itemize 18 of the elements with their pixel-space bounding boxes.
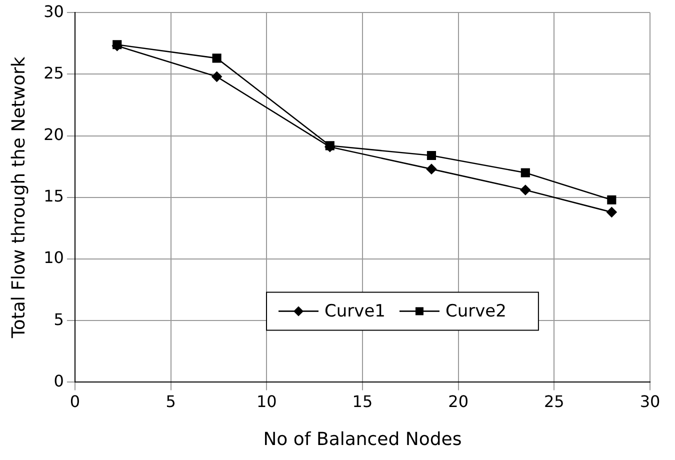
y-tick-label: 10 (44, 248, 64, 268)
x-axis-title: No of Balanced Nodes (263, 428, 462, 450)
y-tick-label: 30 (44, 2, 64, 21)
x-tick-label: 0 (70, 392, 80, 411)
y-tick-label: 20 (44, 124, 64, 144)
y-tick-label: 5 (54, 310, 64, 329)
legend-label: Curve2 (445, 302, 506, 322)
y-tick-label: 25 (44, 63, 64, 82)
x-tick-label: 5 (166, 392, 176, 411)
x-tick-label: 20 (448, 392, 468, 411)
x-tick-label: 10 (256, 392, 277, 411)
y-tick-label: 0 (54, 371, 64, 390)
x-tick-label: 25 (544, 392, 564, 411)
x-tick-label: 15 (352, 392, 373, 411)
y-axis-title: Total Flow through the Network (8, 56, 30, 340)
x-tick-label: 30 (640, 392, 660, 411)
y-tick-label: 15 (44, 186, 64, 206)
legend-label: Curve1 (324, 302, 386, 322)
